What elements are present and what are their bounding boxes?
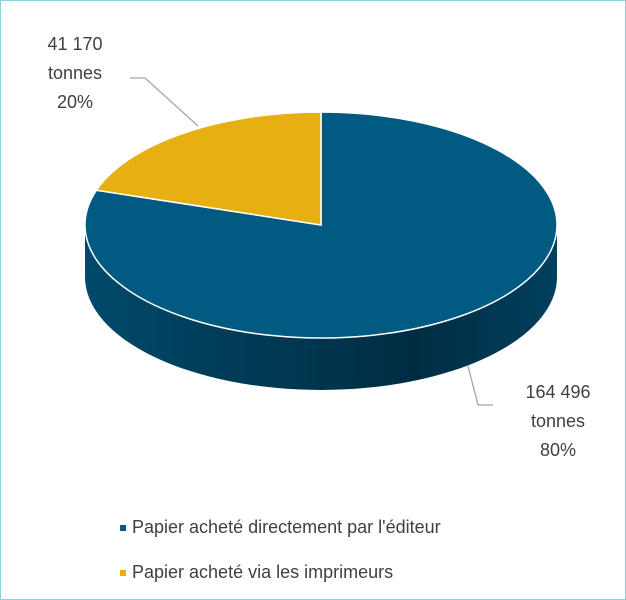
leader-line (130, 77, 199, 127)
pie-side (85, 225, 557, 390)
value-label: 164 496 (525, 382, 590, 402)
legend-swatch (120, 570, 126, 576)
unit-label: tonnes (48, 63, 102, 83)
leader-line (467, 365, 493, 406)
unit-label: tonnes (531, 411, 585, 431)
legend-swatch (120, 525, 126, 531)
percent-label: 80% (540, 440, 576, 460)
pie-slice (95, 111, 322, 226)
legend-label: Papier acheté via les imprimeurs (132, 562, 393, 582)
percent-label: 20% (57, 92, 93, 112)
legend-label: Papier acheté directement par l'éditeur (132, 517, 441, 537)
value-label: 41 170 (47, 34, 102, 54)
